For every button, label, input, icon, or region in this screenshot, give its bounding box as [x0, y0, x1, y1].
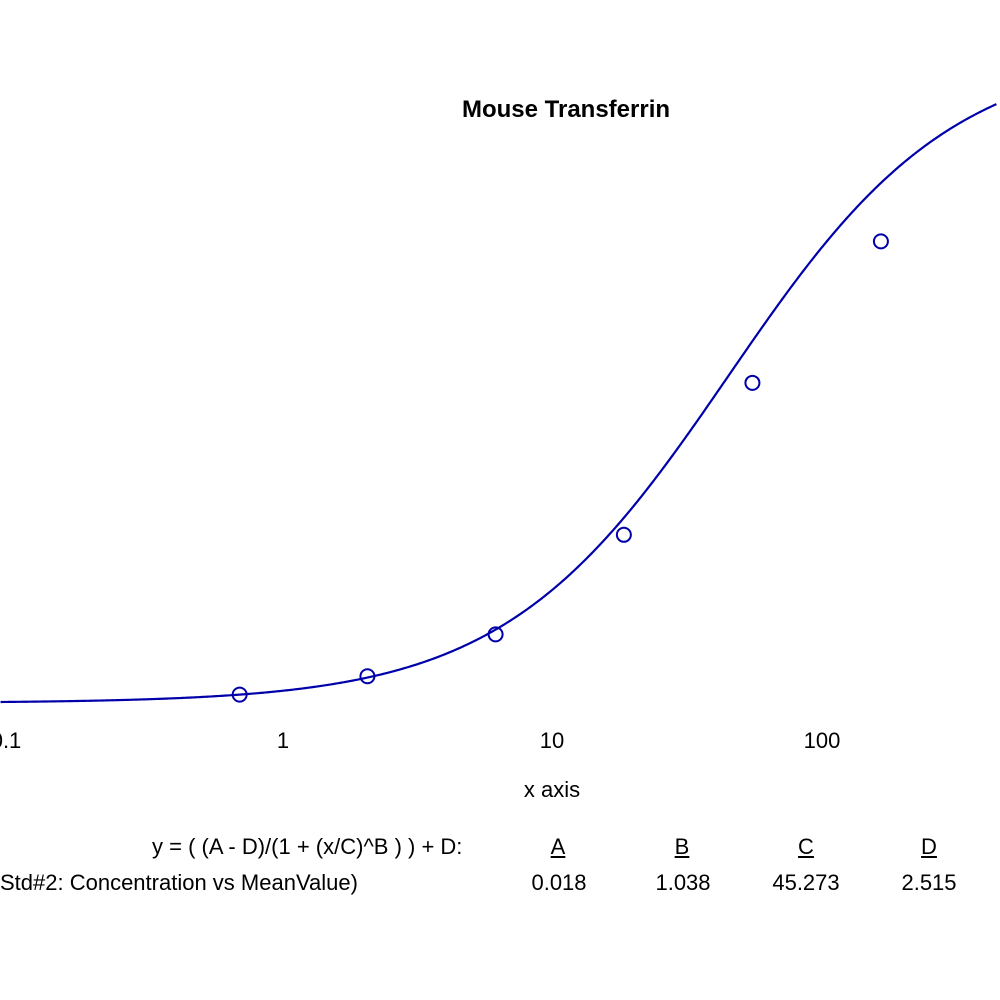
- fit-curve: [0, 103, 997, 704]
- data-point: [872, 233, 889, 250]
- param-header-d: D: [921, 834, 937, 859]
- fit-curve-layer: [0, 103, 997, 704]
- param-header-b: B: [674, 834, 690, 859]
- param-value-d: 2.515: [901, 870, 957, 895]
- data-point: [231, 686, 248, 703]
- data-point: [359, 668, 376, 685]
- param-value-c: 45.273: [772, 870, 840, 895]
- x-axis-label: x axis: [523, 777, 581, 802]
- param-value-a: 0.018: [531, 870, 587, 895]
- data-point: [744, 374, 761, 391]
- chart-title: Mouse Transferrin: [461, 96, 671, 123]
- x-tick-label: 100: [803, 728, 841, 753]
- fit-equation: y = ( (A - D)/(1 + (x/C)^B ) ) + D:: [152, 834, 463, 859]
- x-tick-label: 1: [276, 728, 290, 753]
- param-header-c: C: [798, 834, 814, 859]
- param-value-b: 1.038: [655, 870, 711, 895]
- data-point: [487, 626, 504, 643]
- data-point: [615, 526, 632, 543]
- data-points-layer: [231, 233, 889, 703]
- series-label: Std#2: Concentration vs MeanValue): [0, 870, 358, 895]
- x-tick-label: 0.1: [0, 728, 22, 753]
- param-header-a: A: [550, 834, 566, 859]
- x-tick-label: 10: [539, 728, 565, 753]
